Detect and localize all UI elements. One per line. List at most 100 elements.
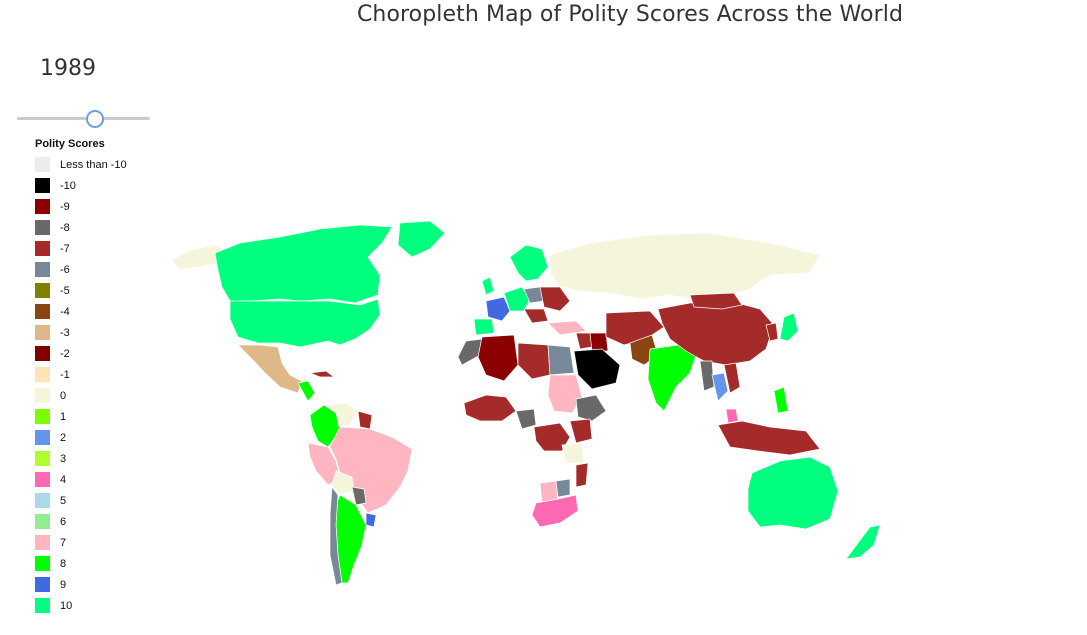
- legend-swatch: [35, 157, 50, 172]
- region-angola[interactable]: [561, 442, 585, 464]
- region-korea[interactable]: [765, 322, 779, 342]
- region-central-europe[interactable]: [503, 286, 531, 312]
- region-thailand[interactable]: [711, 372, 729, 402]
- legend-item: -7: [35, 238, 127, 259]
- region-turkey[interactable]: [547, 320, 587, 336]
- legend-label: -6: [60, 263, 70, 276]
- region-usa[interactable]: [229, 298, 381, 348]
- region-russia[interactable]: [549, 232, 821, 302]
- region-iran-central-asia[interactable]: [605, 310, 665, 346]
- region-philippines[interactable]: [773, 386, 789, 414]
- legend-label: -1: [60, 368, 70, 381]
- legend-item: -2: [35, 343, 127, 364]
- region-india[interactable]: [647, 344, 697, 412]
- legend-swatch: [35, 556, 50, 571]
- page-title: Choropleth Map of Polity Scores Across t…: [356, 2, 904, 27]
- region-myanmar[interactable]: [699, 360, 715, 392]
- region-iraq[interactable]: [589, 332, 609, 352]
- region-venezuela[interactable]: [327, 402, 359, 428]
- legend-label: 6: [60, 515, 67, 528]
- region-new-zealand[interactable]: [845, 524, 881, 560]
- region-algeria[interactable]: [477, 334, 519, 382]
- legend-item: -6: [35, 259, 127, 280]
- region-south-africa[interactable]: [531, 494, 579, 528]
- legend-swatch: [35, 493, 50, 508]
- legend-label: -5: [60, 284, 70, 297]
- region-central-america[interactable]: [297, 380, 316, 402]
- region-mongolia[interactable]: [689, 292, 743, 310]
- region-mexico[interactable]: [237, 344, 303, 394]
- legend-swatch: [35, 304, 50, 319]
- region-malaysia[interactable]: [725, 408, 739, 424]
- legend-item: 6: [35, 511, 127, 532]
- region-saudi-arabia[interactable]: [573, 348, 621, 390]
- slider-thumb[interactable]: [86, 110, 104, 128]
- region-egypt[interactable]: [547, 344, 575, 376]
- region-japan[interactable]: [779, 312, 799, 342]
- region-paraguay[interactable]: [351, 486, 367, 506]
- year-label: 1989: [40, 56, 96, 81]
- region-france[interactable]: [485, 296, 511, 322]
- region-morocco[interactable]: [457, 338, 483, 366]
- legend-title: Polity Scores: [35, 138, 105, 150]
- region-scandinavia[interactable]: [509, 244, 549, 282]
- legend-label: 0: [60, 389, 67, 402]
- legend-label: 10: [60, 599, 73, 612]
- region-west-africa[interactable]: [463, 394, 517, 422]
- legend-swatch: [35, 472, 50, 487]
- year-slider[interactable]: [17, 108, 150, 130]
- region-middle-east[interactable]: [575, 332, 593, 350]
- legend-item: 2: [35, 427, 127, 448]
- legend-swatch: [35, 325, 50, 340]
- legend-label: 5: [60, 494, 67, 507]
- legend-swatch: [35, 262, 50, 277]
- legend-item: -4: [35, 301, 127, 322]
- region-uk[interactable]: [481, 276, 495, 296]
- region-australia[interactable]: [747, 456, 839, 530]
- legend-swatch: [35, 388, 50, 403]
- region-eastern-europe[interactable]: [539, 286, 571, 312]
- region-east-africa[interactable]: [569, 418, 593, 444]
- legend-swatch: [35, 283, 50, 298]
- region-balkans[interactable]: [523, 308, 549, 324]
- region-bolivia[interactable]: [331, 470, 355, 496]
- legend-label: -4: [60, 305, 70, 318]
- legend-item: -3: [35, 322, 127, 343]
- region-mozambique[interactable]: [575, 462, 589, 488]
- region-indonesia[interactable]: [717, 420, 821, 456]
- legend-label: 7: [60, 536, 67, 549]
- legend-label: -9: [60, 200, 70, 213]
- region-ethiopia[interactable]: [575, 394, 607, 422]
- region-central-africa[interactable]: [515, 408, 537, 430]
- region-iberia[interactable]: [473, 318, 495, 336]
- region-chile[interactable]: [329, 486, 343, 586]
- legend-swatch: [35, 535, 50, 550]
- legend-swatch: [35, 241, 50, 256]
- legend-item: 1: [35, 406, 127, 427]
- slider-track[interactable]: [17, 117, 150, 120]
- region-argentina[interactable]: [335, 494, 367, 584]
- legend-item: 3: [35, 448, 127, 469]
- legend-label: -3: [60, 326, 70, 339]
- legend-swatch: [35, 367, 50, 382]
- legend-item: 8: [35, 553, 127, 574]
- region-botswana[interactable]: [555, 478, 571, 498]
- legend-item: 0: [35, 385, 127, 406]
- region-sudan[interactable]: [547, 374, 583, 414]
- region-cuba[interactable]: [309, 370, 335, 378]
- region-uruguay[interactable]: [365, 512, 377, 528]
- region-indochina[interactable]: [723, 362, 741, 394]
- legend-item: 7: [35, 532, 127, 553]
- legend-label: 4: [60, 473, 67, 486]
- region-congo[interactable]: [533, 422, 571, 452]
- region-guianas[interactable]: [357, 410, 373, 430]
- region-canada[interactable]: [214, 224, 393, 304]
- region-greenland[interactable]: [397, 220, 446, 258]
- region-libya[interactable]: [517, 342, 551, 380]
- legend-label: -10: [60, 179, 76, 192]
- legend-item: -5: [35, 280, 127, 301]
- legend-swatch: [35, 199, 50, 214]
- legend: Polity Scores Less than -10 -10 -9 -8 -7 -6 -5…: [35, 138, 127, 616]
- legend-item: -1: [35, 364, 127, 385]
